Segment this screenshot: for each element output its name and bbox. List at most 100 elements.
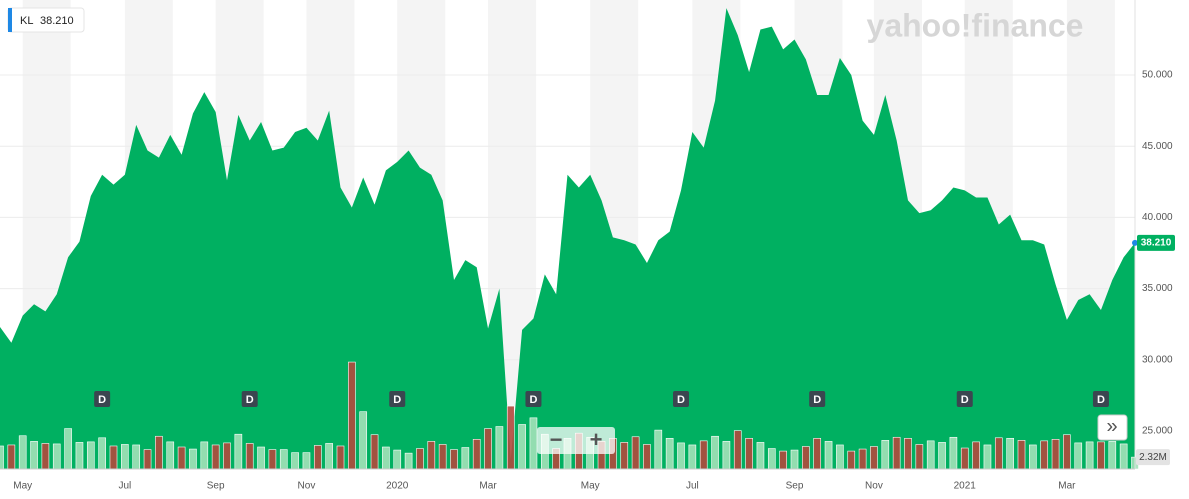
volume-bar xyxy=(427,441,436,470)
volume-bar xyxy=(257,446,265,470)
volume-bar xyxy=(1119,443,1128,470)
dividend-label: D xyxy=(98,394,106,406)
volume-bar xyxy=(1108,441,1117,470)
volume-bar xyxy=(211,444,220,470)
volume-bar xyxy=(654,429,663,470)
dividend-label: D xyxy=(393,394,401,406)
volume-bar xyxy=(1017,440,1026,470)
volume-bar xyxy=(847,450,856,470)
dividend-label: D xyxy=(529,394,537,406)
volume-bar xyxy=(518,424,526,470)
dividend-label: D xyxy=(813,394,821,406)
volume-bar xyxy=(994,437,1003,470)
volume-bar xyxy=(1074,442,1083,470)
volume-bar xyxy=(450,449,458,470)
dividend-marker xyxy=(241,391,258,407)
volume-bar xyxy=(393,449,402,470)
volume-bar xyxy=(643,444,651,470)
volume-bar xyxy=(904,438,912,470)
volume-bar xyxy=(506,405,515,470)
volume-bar xyxy=(166,441,175,470)
volume-bar xyxy=(802,446,810,470)
volume-bar xyxy=(756,442,765,470)
last-volume-label: 2.32M xyxy=(1139,452,1167,463)
scroll-button[interactable] xyxy=(1097,414,1128,441)
x-tick-label: 2020 xyxy=(386,481,409,492)
volume-bar xyxy=(1085,441,1094,470)
volume-bar xyxy=(132,444,141,470)
volume-bar xyxy=(767,448,776,470)
volume-bar xyxy=(926,440,935,470)
volume-bar xyxy=(279,449,288,470)
last-price-dot xyxy=(1132,239,1138,246)
volume-bar xyxy=(881,440,890,470)
symbol: KL xyxy=(20,15,33,27)
volume-bar xyxy=(472,439,481,470)
volume-bar xyxy=(223,442,231,470)
volume-bar xyxy=(1029,444,1037,470)
y-tick-label: 40.000 xyxy=(1142,212,1173,223)
volume-bar xyxy=(348,361,356,470)
symbol-color xyxy=(8,8,12,32)
volume-bar xyxy=(983,444,992,470)
last-price-tag xyxy=(1137,234,1175,251)
x-tick-label: Sep xyxy=(207,481,225,492)
volume-bar xyxy=(234,433,243,470)
x-tick-label: Sep xyxy=(786,481,804,492)
price-area xyxy=(0,8,1135,470)
volume-bar xyxy=(960,447,969,470)
volume-bar xyxy=(745,438,753,470)
volume-bar xyxy=(18,435,27,470)
volume-bar xyxy=(52,443,61,470)
volume-bar xyxy=(824,441,833,470)
volume-bar xyxy=(416,448,424,470)
volume-bar xyxy=(972,441,980,470)
dividend-label: D xyxy=(246,394,254,406)
volume-bar xyxy=(631,436,640,470)
volume-bar xyxy=(291,452,299,470)
volume-bar xyxy=(64,428,72,470)
x-tick-label: Mar xyxy=(479,481,497,492)
volume-bar xyxy=(0,445,4,470)
volume-bar xyxy=(870,446,878,470)
dividend-label: D xyxy=(1097,394,1105,406)
x-tick-label: Jul xyxy=(686,481,699,492)
last-volume-tag xyxy=(1136,449,1170,466)
zoom-out[interactable]: − xyxy=(550,427,563,452)
volume-bar xyxy=(325,443,333,470)
volume-bar xyxy=(177,446,186,470)
x-tick-label: May xyxy=(13,481,32,492)
zoom-in[interactable]: + xyxy=(590,427,603,452)
dividend-marker xyxy=(94,391,111,407)
volume-bar xyxy=(1097,441,1105,470)
volume-bar xyxy=(359,411,368,470)
scroll-icon[interactable]: » xyxy=(1106,415,1117,437)
volume-bar xyxy=(382,446,390,470)
x-tick-label: Jul xyxy=(118,481,131,492)
dividend-label: D xyxy=(961,394,969,406)
y-tick-label: 50.000 xyxy=(1142,70,1173,81)
x-tick-label: Nov xyxy=(298,481,316,492)
volume-bar xyxy=(915,444,924,470)
volume-bar xyxy=(665,438,674,470)
logo: yahoo!finance xyxy=(867,7,1084,43)
volume-bar xyxy=(711,435,719,470)
volume-bar xyxy=(495,426,504,470)
volume-bar xyxy=(155,435,163,470)
volume-bar xyxy=(1040,440,1049,470)
x-tick-label: May xyxy=(581,481,600,492)
volume-bar xyxy=(109,445,118,470)
volume-bar xyxy=(370,434,379,470)
volume-bar xyxy=(1006,438,1014,470)
symbol-price: 38.210 xyxy=(40,15,74,27)
volume-bar xyxy=(86,441,95,470)
volume-bar xyxy=(677,442,685,470)
volume-bar xyxy=(484,428,492,470)
x-tick-label: Mar xyxy=(1058,481,1076,492)
dividend-label: D xyxy=(677,394,685,406)
volume-bar xyxy=(699,440,708,470)
volume-bar xyxy=(41,443,50,470)
y-tick-label: 30.000 xyxy=(1142,354,1173,365)
dividend-marker xyxy=(525,391,542,407)
